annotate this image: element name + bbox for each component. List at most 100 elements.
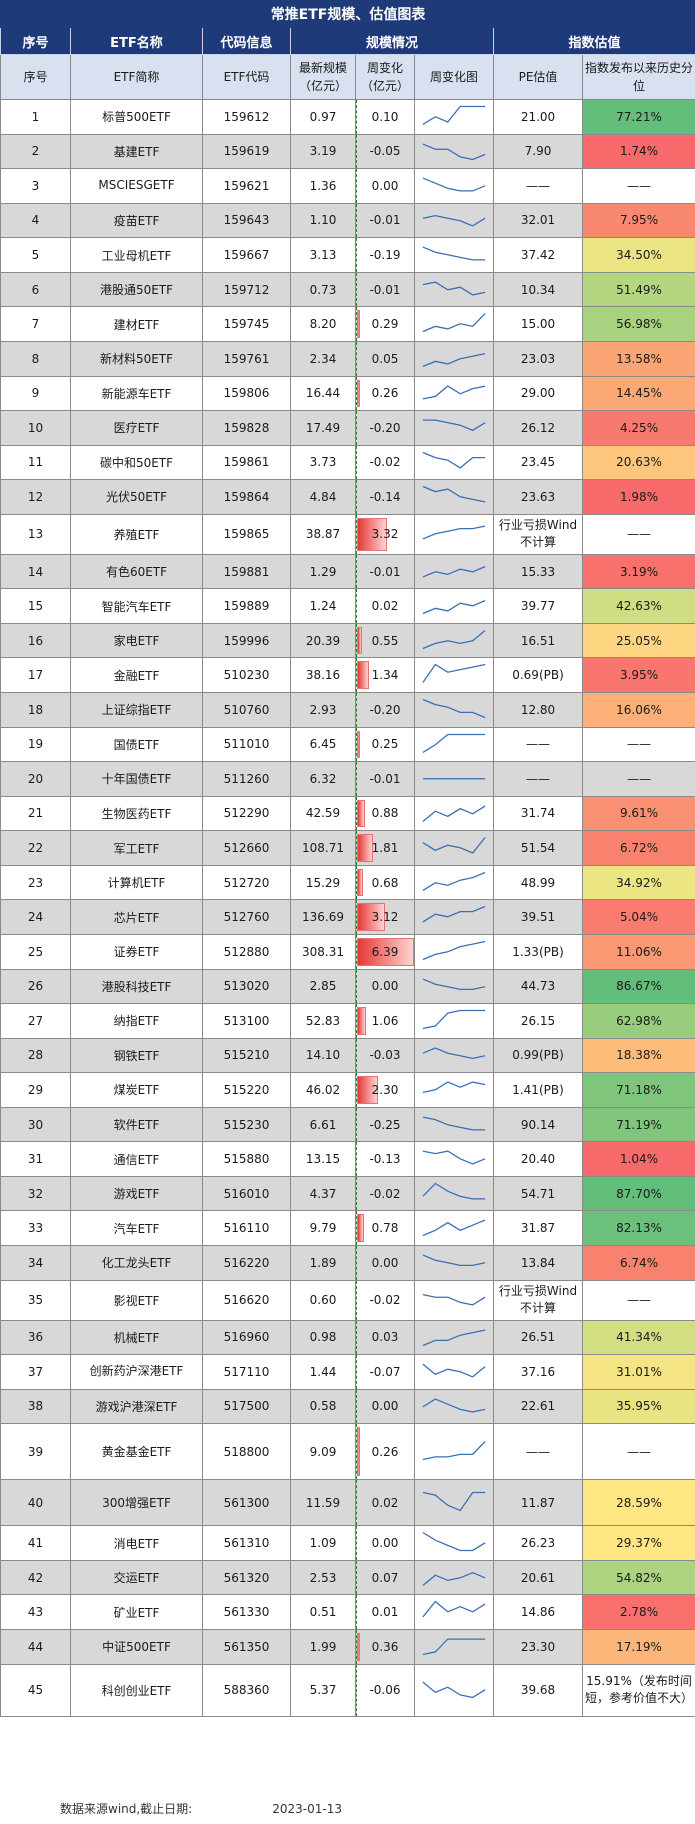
sparkline-path: [422, 977, 486, 990]
etf-code: 516110: [202, 1210, 291, 1246]
weekly-sparkline: [422, 1398, 486, 1413]
change-axis: [356, 1142, 357, 1176]
sparkline-path: [422, 1532, 486, 1552]
history-percentile: 13.58%: [581, 340, 695, 377]
week-change: 1.06: [355, 1003, 415, 1039]
table-row: 20 十年国债ETF 511260 6.32 -0.01 —— ——: [0, 761, 695, 797]
spark-cell: [414, 968, 494, 1005]
etf-size: 4.84: [290, 479, 356, 515]
header-code: ETF代码: [202, 54, 291, 100]
row-number: 29: [0, 1072, 71, 1108]
weekly-sparkline: [422, 1491, 486, 1512]
history-percentile: 20.63%: [581, 444, 695, 481]
spark-cell: [414, 1388, 494, 1425]
etf-size: 3.19: [290, 133, 356, 170]
etf-name: 煤炭ETF: [70, 1072, 203, 1108]
pe-value: 90.14: [493, 1106, 583, 1143]
table-row: 6 港股通50ETF 159712 0.73 -0.01 10.34 51.49%: [0, 271, 695, 308]
history-percentile: ——: [581, 513, 695, 555]
table-row: 8 新材料50ETF 159761 2.34 0.05 23.03 13.58%: [0, 340, 695, 377]
change-bar: [357, 1427, 360, 1477]
etf-size: 0.60: [290, 1279, 356, 1321]
history-percentile: 71.18%: [581, 1072, 695, 1108]
etf-code: 516010: [202, 1175, 291, 1212]
spark-cell: [414, 1072, 494, 1108]
table-row: 10 医疗ETF 159828 17.49 -0.20 26.12 4.25%: [0, 410, 695, 446]
week-change: -0.02: [355, 1279, 415, 1321]
sparkline-path: [422, 871, 486, 891]
etf-size: 1.89: [290, 1245, 356, 1281]
history-percentile: 31.01%: [581, 1354, 695, 1390]
sparkline-path: [422, 1441, 486, 1461]
etf-name: 碳中和50ETF: [70, 444, 203, 481]
table-row: 45 科创创业ETF 588360 5.37 -0.06 39.68 15.91%（发布时间…: [0, 1663, 695, 1717]
weekly-sparkline: [422, 778, 486, 780]
table-row: 31 通信ETF 515880 13.15 -0.13 20.40 1.04%: [0, 1141, 695, 1177]
change-value: -0.01: [369, 213, 401, 228]
header-pe: PE估值: [493, 54, 583, 100]
etf-code: 159865: [202, 513, 291, 555]
change-value: 0.78: [371, 1221, 399, 1236]
change-value: 0.07: [371, 1570, 399, 1585]
change-value: 0.02: [371, 599, 399, 614]
etf-size: 2.34: [290, 340, 356, 377]
etf-code: 561330: [202, 1594, 291, 1630]
weekly-sparkline: [422, 1219, 486, 1237]
weekly-sparkline: [422, 246, 486, 261]
history-percentile: 1.98%: [581, 479, 695, 515]
sparkline-path: [422, 419, 486, 432]
etf-name: 证券ETF: [70, 933, 203, 970]
sparkline-path: [422, 906, 486, 923]
pe-value: 44.73: [493, 968, 583, 1005]
week-change: 0.02: [355, 1479, 415, 1527]
pe-value: 11.87: [493, 1479, 583, 1527]
week-change: 0.78: [355, 1210, 415, 1246]
header-size: 最新规模（亿元）: [290, 54, 356, 100]
etf-code: 159761: [202, 340, 291, 377]
table-row: 17 金融ETF 510230 38.16 1.34 0.69(PB) 3.95%: [0, 657, 695, 693]
pe-value: 39.77: [493, 588, 583, 624]
pe-value: 26.12: [493, 410, 583, 446]
weekly-sparkline: [422, 977, 486, 990]
table-row: 24 芯片ETF 512760 136.69 3.12 39.51 5.04%: [0, 899, 695, 935]
pe-value: 26.51: [493, 1319, 583, 1356]
weekly-sparkline: [422, 1571, 486, 1586]
spark-cell: [414, 1525, 494, 1561]
week-change: 0.29: [355, 306, 415, 342]
etf-size: 2.93: [290, 692, 356, 728]
change-value: 0.00: [371, 979, 399, 994]
change-axis: [356, 1039, 357, 1072]
spark-cell: [414, 444, 494, 481]
etf-name: 港股通50ETF: [70, 271, 203, 308]
weekly-sparkline: [422, 143, 486, 160]
etf-code: 512760: [202, 899, 291, 935]
pe-value: 行业亏损Wind不计算: [493, 1279, 583, 1321]
week-change: -0.25: [355, 1106, 415, 1143]
row-number: 7: [0, 306, 71, 342]
change-value: 0.01: [371, 1605, 399, 1620]
spark-cell: [414, 1663, 494, 1717]
change-axis: [356, 376, 357, 410]
etf-size: 38.16: [290, 657, 356, 693]
etf-name: 计算机ETF: [70, 864, 203, 901]
sparkline-path: [422, 1116, 486, 1131]
header-spark: 周变化图: [414, 54, 494, 100]
pe-value: 48.99: [493, 864, 583, 901]
sparkline-path: [422, 1571, 486, 1586]
week-change: 0.68: [355, 864, 415, 901]
change-axis: [356, 1108, 357, 1141]
change-value: 0.25: [371, 737, 399, 752]
etf-code: 512660: [202, 830, 291, 866]
weekly-sparkline: [422, 1681, 486, 1699]
etf-name: MSCIESGETF: [70, 168, 203, 204]
change-axis: [356, 624, 357, 657]
pe-value: 23.45: [493, 444, 583, 481]
etf-name: 黄金基金ETF: [70, 1423, 203, 1481]
weekly-sparkline: [422, 1441, 486, 1461]
spark-cell: [414, 479, 494, 515]
sparkline-path: [422, 1047, 486, 1059]
etf-code: 159612: [202, 99, 291, 135]
change-value: 0.02: [371, 1495, 399, 1510]
change-axis: [356, 1561, 357, 1594]
week-change: 0.03: [355, 1319, 415, 1356]
